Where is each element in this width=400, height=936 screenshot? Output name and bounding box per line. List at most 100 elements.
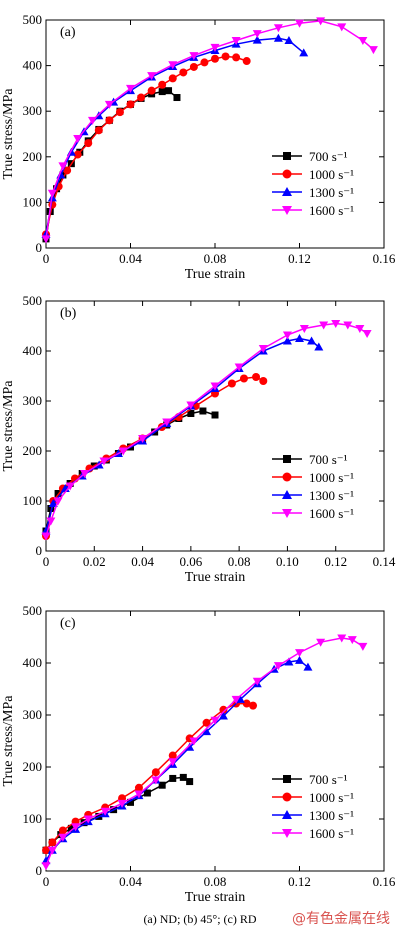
data-point [169,774,177,782]
data-point [186,778,194,786]
data-point [126,100,135,109]
data-point [295,334,304,342]
legend-entry-3: 1600 s⁻¹ [272,506,354,521]
data-point [87,116,97,125]
legend-entry-3: 1600 s⁻¹ [272,203,354,218]
data-point [48,838,57,847]
data-point [189,62,198,71]
data-point [299,48,309,57]
data-point [41,235,51,244]
y-tick-label: 500 [23,603,43,618]
legend-entry-0: 700 s⁻¹ [272,149,348,164]
data-point [168,758,178,767]
data-point [58,826,67,835]
legend-marker [282,829,292,838]
panel-label: (a) [60,25,76,40]
data-point [319,321,329,330]
legend-label: 1300 s⁻¹ [309,808,354,823]
series-line [45,337,320,532]
legend-marker [282,792,292,802]
data-point [273,33,283,42]
data-point [232,53,241,62]
data-point [295,19,304,28]
data-point [151,768,160,777]
data-point [347,636,357,645]
legend-marker [282,810,292,819]
data-point [105,116,114,125]
x-tick-label: 0.04 [119,251,142,266]
data-point [273,24,283,33]
data-point [47,189,57,198]
data-point [165,87,173,95]
data-point [137,93,146,102]
legend-marker [282,187,292,196]
x-tick-label: 0 [43,251,50,266]
series-3 [41,17,378,244]
data-point [242,699,251,708]
data-point [231,37,241,46]
data-point [158,80,167,89]
chart-panel-c: 0 0.04 0.08 0.12 0.16 0 100 200 300 400 500 True st… [1,603,396,905]
x-axis-label: True strain [185,890,246,905]
legend-marker [283,455,291,463]
data-point [252,677,262,686]
data-point [242,57,251,66]
legend-entry-1: 1000 s⁻¹ [272,167,354,182]
legend-entry-2: 1300 s⁻¹ [272,808,354,823]
series-line [45,659,309,861]
data-point [221,52,230,61]
legend-label: 1000 s⁻¹ [309,470,354,485]
legend-entry-1: 1000 s⁻¹ [272,790,354,805]
data-point [355,325,365,333]
x-axis-label: True strain [185,570,246,585]
data-point [252,35,262,44]
y-axis-label: True stress/MPa [1,380,16,472]
data-point [143,789,151,797]
series-1 [42,373,268,540]
data-point [147,86,156,95]
data-point [227,379,236,388]
data-point [218,711,228,720]
data-point [282,331,292,340]
series-0 [42,407,219,535]
data-point [41,532,51,541]
data-point [187,410,195,417]
x-tick-label: 0.16 [373,874,396,889]
y-tick-label: 400 [23,58,43,73]
data-point [316,638,326,647]
x-tick-label: 0.08 [204,251,227,266]
data-point [259,377,268,385]
data-point [84,139,93,148]
data-point [173,94,181,102]
data-point [63,166,72,175]
x-tick-label: 0.04 [131,554,154,569]
x-axis-label: True strain [185,267,246,282]
series-line [45,410,216,532]
data-point [282,336,292,345]
data-point [211,54,219,63]
series-3 [41,634,368,871]
legend-entry-1: 1000 s⁻¹ [272,470,354,485]
x-tick-label: 0.12 [288,874,311,889]
data-point [58,162,68,171]
data-point [134,790,144,799]
x-tick-label: 0.08 [204,874,227,889]
data-point [67,824,75,832]
data-point [314,342,324,351]
legend-label: 1000 s⁻¹ [309,167,354,182]
data-point [331,320,341,328]
legend-entry-3: 1600 s⁻¹ [272,826,354,841]
legend-entry-0: 700 s⁻¹ [272,452,348,467]
data-point [115,108,124,117]
data-point [104,100,114,109]
legend-marker [282,472,292,482]
data-point [48,499,58,507]
figure-caption: (a) ND; (b) 45°; (c) RD [143,912,257,926]
data-point [199,407,207,415]
data-point [73,150,82,159]
y-tick-label: 300 [23,393,43,408]
legend-label: 1600 s⁻¹ [309,203,354,218]
data-point [343,321,353,330]
legend-marker [282,509,292,518]
data-point [46,517,56,526]
